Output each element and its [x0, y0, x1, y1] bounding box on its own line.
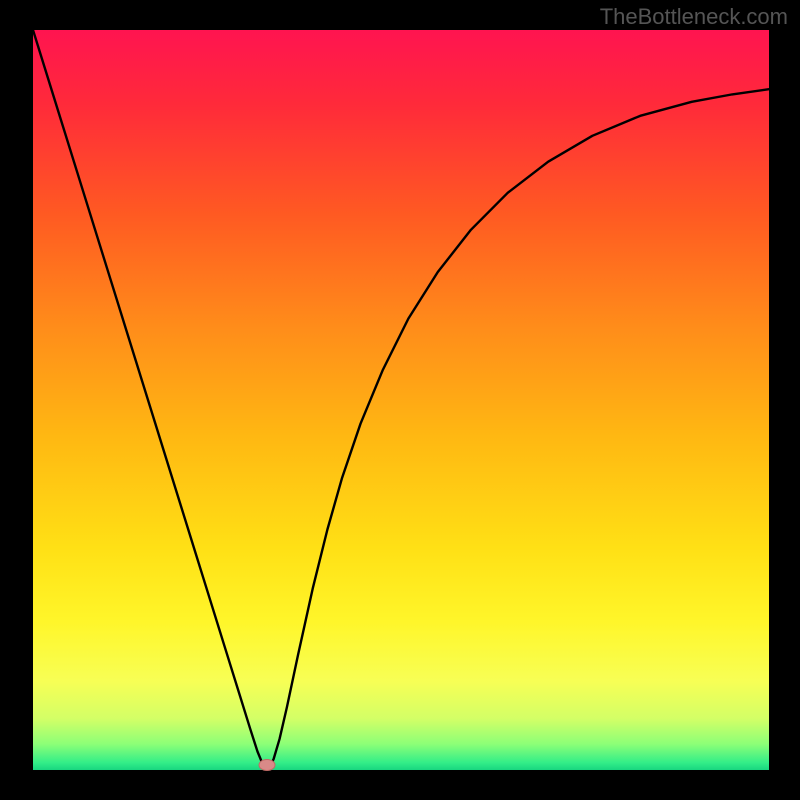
- bottleneck-curve: [33, 30, 769, 770]
- curve-layer: [33, 30, 769, 770]
- chart-container: TheBottleneck.com: [0, 0, 800, 800]
- plot-area: [33, 30, 769, 770]
- watermark-text: TheBottleneck.com: [600, 4, 788, 30]
- minimum-marker-icon: [259, 759, 276, 771]
